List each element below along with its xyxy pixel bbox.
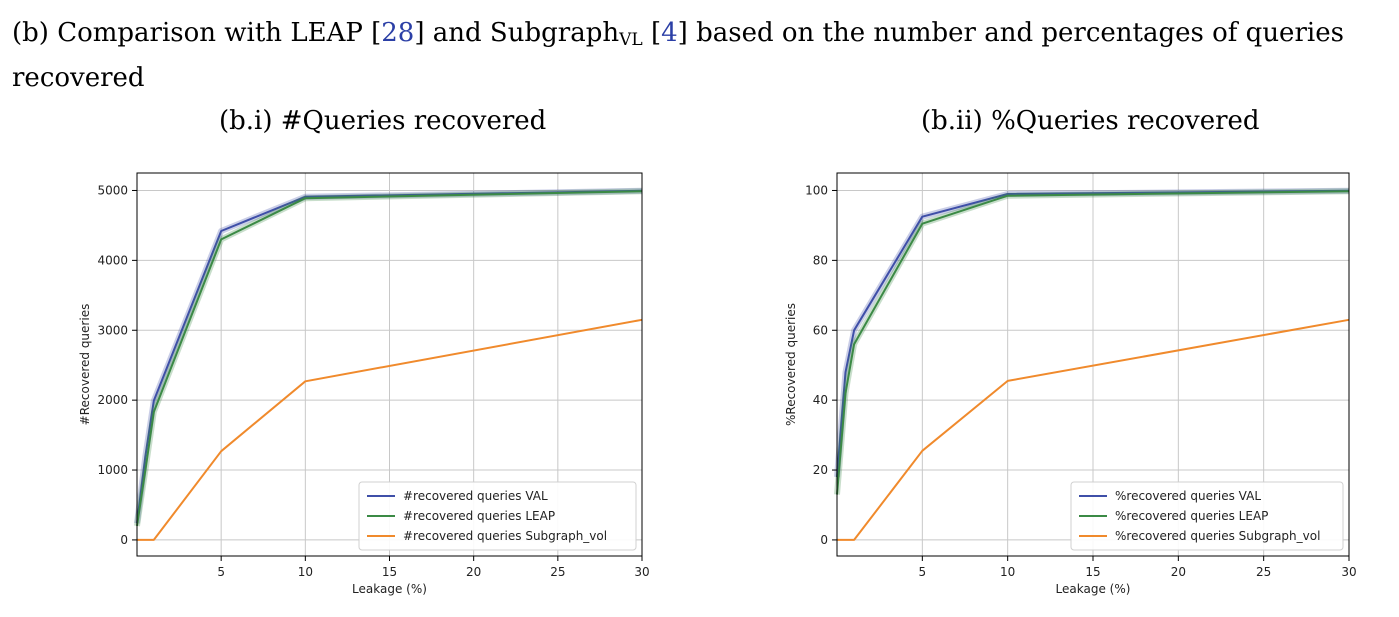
x-tick-label: 30 — [634, 565, 649, 579]
y-tick-label: 4000 — [97, 253, 128, 267]
subfigure-title-percent: (b.ii) %Queries recovered — [921, 106, 1260, 136]
caption-subscript: VL — [619, 30, 643, 50]
x-tick-label: 5 — [217, 565, 225, 579]
caption-suffix: based on the number and percentages of q… — [12, 18, 1344, 93]
x-axis-label: Leakage (%) — [352, 582, 427, 596]
figure-caption: (b) Comparison with LEAP [28] and Subgra… — [12, 18, 1344, 93]
y-tick-label: 2000 — [97, 393, 128, 407]
caption-mid: and Subgraph — [432, 18, 620, 48]
y-axis-label: #Recovered queries — [78, 304, 92, 426]
citation-link-4[interactable]: 4 — [661, 18, 678, 48]
legend-label-2: #recovered queries Subgraph_vol — [403, 529, 607, 543]
y-tick-label: 5000 — [97, 183, 128, 197]
legend-label-0: #recovered queries VAL — [403, 489, 548, 503]
x-tick-label: 20 — [466, 565, 481, 579]
y-tick-label: 1000 — [97, 463, 128, 477]
x-tick-label: 25 — [550, 565, 565, 579]
subfigure-title-count: (b.i) #Queries recovered — [219, 106, 547, 136]
x-tick-label: 15 — [382, 565, 397, 579]
y-tick-label: 3000 — [97, 323, 128, 337]
series-line-2 — [137, 318, 643, 541]
series-line-1 — [136, 190, 643, 527]
citation-link-28[interactable]: 28 — [381, 18, 415, 48]
legend-label-1: #recovered queries LEAP — [403, 509, 555, 523]
y-tick-label: 0 — [120, 533, 128, 547]
legend-box — [358, 481, 637, 551]
x-tick-label: 10 — [298, 565, 313, 579]
caption-prefix: (b) Comparison with LEAP — [12, 18, 363, 48]
series-line-0 — [136, 189, 643, 524]
